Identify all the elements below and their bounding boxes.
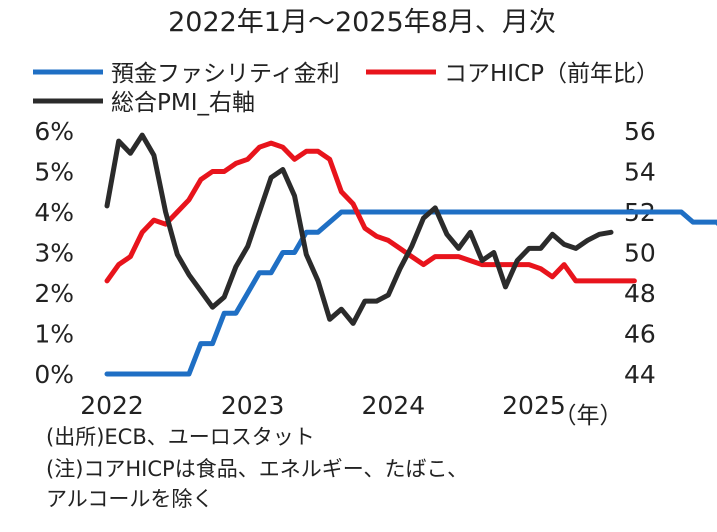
- series-line-2: [104, 140, 637, 284]
- y-right-tick-label: 48: [624, 279, 656, 308]
- notes-line-2: アルコールを除く: [46, 487, 214, 511]
- legend-label-3: 総合PMI_右軸: [111, 90, 255, 116]
- y-right-tick-label: 56: [624, 117, 656, 146]
- x-tick-label: 2024: [361, 391, 425, 420]
- legend: 預金ファシリティ金利 コアHICP（前年比） 総合PMI_右軸: [33, 61, 659, 116]
- y-right-tick-label: 50: [624, 239, 656, 268]
- legend-label-1: 預金ファシリティ金利: [111, 61, 340, 87]
- y-left-tick-label: 2%: [34, 279, 74, 308]
- notes-line-1: (注)コアHICPは食品、エネルギー、たばこ、: [46, 457, 469, 481]
- y-left-tick-label: 3%: [34, 239, 74, 268]
- y-left-tick-label: 4%: [34, 198, 74, 227]
- legend-label-2: コアHICP（前年比）: [444, 61, 659, 87]
- source-note: (出所)ECB、ユーロスタット: [46, 425, 315, 449]
- plot-lines: [104, 132, 717, 377]
- y-right-tick-label: 46: [624, 320, 656, 349]
- y-left-tick-label: 5%: [34, 158, 74, 187]
- x-unit-label: （年）: [554, 403, 623, 429]
- chart-area: 2022年1月～2025年8月、月次 預金ファシリティ金利 コアHICP（前年比）…: [33, 7, 717, 429]
- x-tick-label: 2023: [221, 391, 285, 420]
- x-tick-label: 2022: [80, 391, 144, 420]
- y-left-tick-label: 0%: [34, 360, 74, 389]
- y-right-tick-label: 44: [624, 360, 656, 389]
- y-right-tick-label: 54: [624, 158, 656, 187]
- x-tick-label: 2025: [502, 391, 566, 420]
- y-left-tick-label: 6%: [34, 117, 74, 146]
- series-line-1: [104, 209, 717, 377]
- series-line-3: [104, 132, 614, 326]
- y-left-tick-label: 1%: [34, 320, 74, 349]
- chart-title: 2022年1月～2025年8月、月次: [168, 7, 556, 38]
